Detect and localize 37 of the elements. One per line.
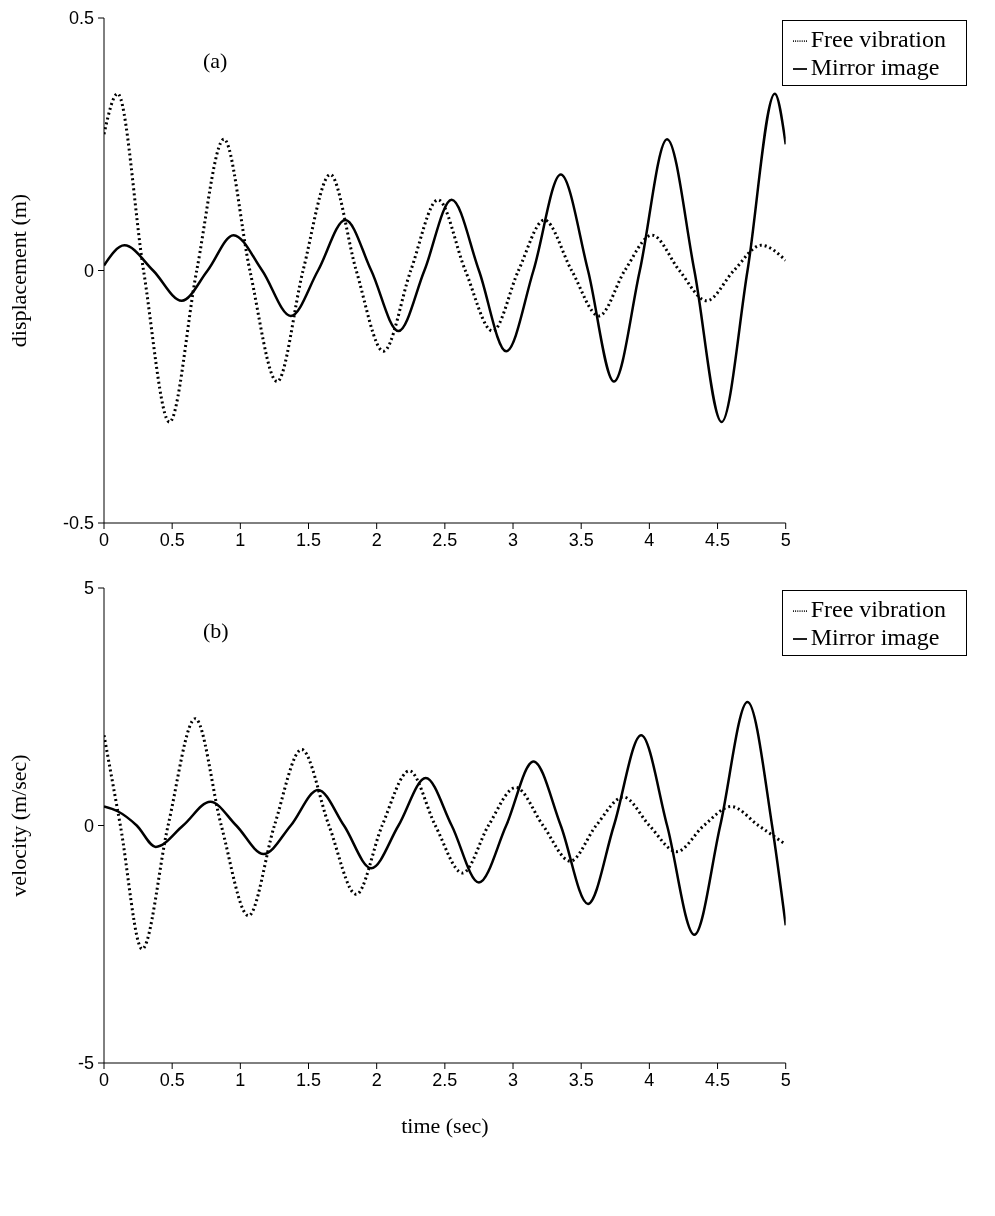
x-tick-label: 0.5 [159, 1069, 185, 1090]
x-tick-label: 1 [235, 1069, 246, 1090]
x-tick-label: 3.5 [568, 529, 594, 550]
x-tick-label: 2.5 [432, 529, 458, 550]
y-tick-label: 5 [83, 578, 94, 599]
x-tick-label: 0 [98, 529, 110, 550]
x-tick-label: 5 [780, 1069, 791, 1090]
x-tick-label: 1.5 [296, 1069, 322, 1090]
legend-label: Mirror image [810, 54, 940, 80]
y-tick-label: 0 [83, 815, 94, 836]
y-axis-title: displacement (m) [5, 193, 31, 348]
legend-label: Free vibration [810, 596, 946, 622]
x-tick-label: 5 [780, 529, 791, 550]
x-tick-label: 0 [98, 1069, 110, 1090]
y-tick-label: 0 [83, 260, 94, 281]
x-tick-label: 3 [508, 1069, 519, 1090]
x-tick-label: 4 [644, 1069, 655, 1090]
x-tick-label: 4.5 [705, 529, 731, 550]
annotation: (a) [203, 48, 228, 74]
x-tick-label: 4.5 [705, 1069, 731, 1090]
y-tick-label: -5 [77, 1053, 94, 1074]
legend-label: Free vibration [810, 26, 946, 52]
annotation: (b) [203, 618, 229, 644]
x-tick-label: 2 [371, 1069, 382, 1090]
x-tick-label: 3 [508, 529, 519, 550]
y-tick-label: -0.5 [62, 513, 94, 534]
legend-label: Mirror image [810, 624, 940, 650]
x-tick-label: 3.5 [568, 1069, 594, 1090]
x-tick-label: 1 [235, 529, 246, 550]
x-tick-label: 0.5 [159, 529, 185, 550]
x-tick-label: 1.5 [296, 529, 322, 550]
y-tick-label: 0.5 [68, 8, 94, 29]
x-axis-title: time (sec) [401, 1113, 489, 1138]
x-tick-label: 4 [644, 529, 655, 550]
x-tick-label: 2.5 [432, 1069, 458, 1090]
x-tick-label: 2 [371, 529, 382, 550]
y-axis-title: velocity (m/sec) [5, 754, 31, 897]
